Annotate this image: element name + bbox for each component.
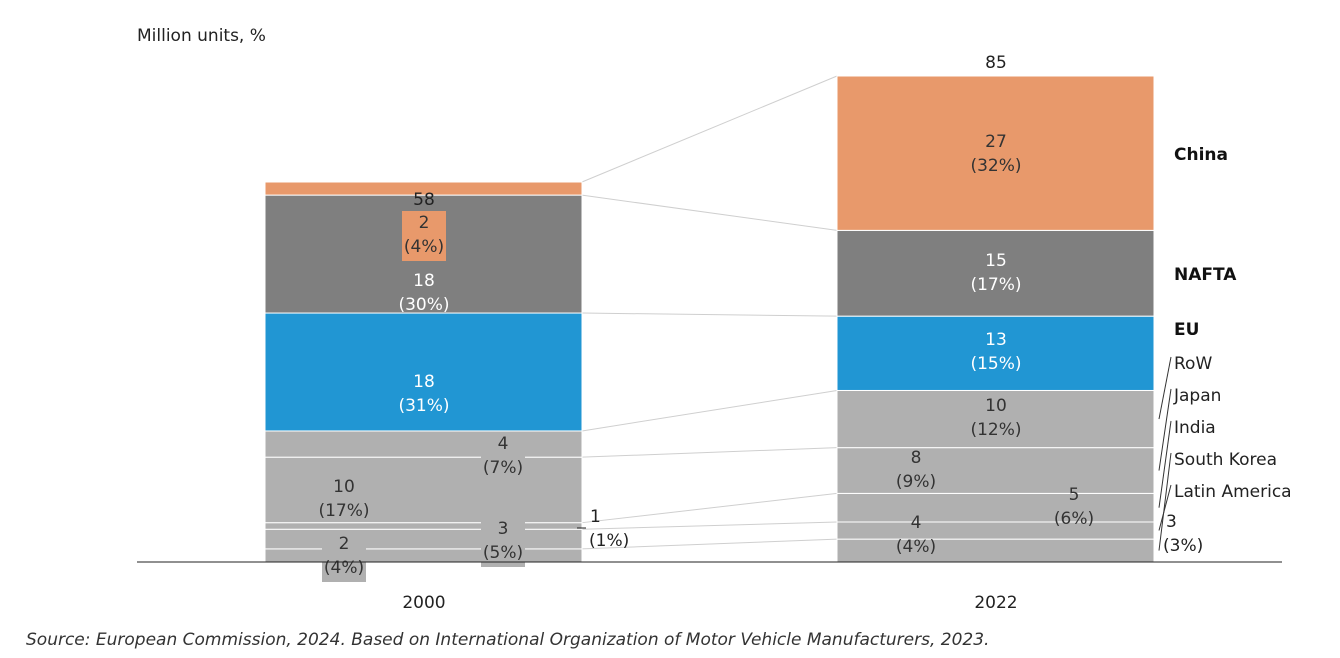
bar-latin-america-2022 [836, 521, 1155, 540]
percent-label-row-2022: (12%) [970, 420, 1021, 440]
connector-eu [581, 312, 838, 317]
percent-label-japan-2000: (17%) [318, 501, 369, 521]
connector-lines [581, 75, 838, 550]
label-box-latin-america-2000 [481, 517, 525, 567]
legend-latin-america: Latin America [1174, 482, 1292, 502]
connector-japan [581, 447, 838, 458]
bar-japan-2022 [836, 447, 1155, 494]
total-label-2022: 85 [985, 53, 1007, 73]
value-label-row-2022: 10 [985, 396, 1007, 416]
value-labels: 2 (4%) 4 (4%) 3 (5%) 3 (3%) 1 (1%) 5 (6%) 10 (17%) 8 (9… [318, 132, 1203, 582]
bar-eu-2022 [836, 315, 1155, 391]
x-tick-label-2022: 2022 [974, 593, 1017, 613]
bar-china-2000 [264, 181, 583, 196]
unit-label: Million units, % [137, 26, 266, 46]
label-box-china-2000 [402, 211, 446, 261]
bar-eu-2000 [264, 312, 583, 432]
value-label-india-2000: 1 [590, 507, 601, 527]
percent-label-india-2000: (1%) [589, 531, 629, 551]
percent-label-china-2000: (4%) [404, 237, 444, 257]
x-tick-label-2000: 2000 [402, 593, 445, 613]
bar-latin-america-2000 [264, 528, 583, 550]
bar-south-korea-2000 [264, 548, 583, 563]
percent-label-china-2022: (32%) [970, 156, 1021, 176]
legend-leader-india [1158, 420, 1172, 508]
value-label-south-korea-2000: 2 [339, 534, 350, 554]
legend-china: China [1174, 145, 1228, 165]
region-legend: South Korea Latin America India Japan RoW EU N… [1158, 145, 1292, 551]
label-box-row-2000 [481, 432, 525, 482]
connector-nafta [581, 194, 838, 231]
bar-china-2022 [836, 75, 1155, 231]
value-label-china-2000: 2 [419, 213, 430, 233]
connector-india [581, 492, 838, 524]
value-label-eu-2000: 18 [413, 372, 435, 392]
legend-leader-row [1158, 356, 1172, 420]
percent-label-nafta-2000: (30%) [398, 295, 449, 315]
value-label-nafta-2000: 18 [413, 271, 435, 291]
connector-row [581, 389, 838, 432]
percent-label-latin-america-2022: (3%) [1163, 536, 1203, 556]
legend-india: India [1174, 418, 1216, 438]
value-label-latin-america-2000: 3 [498, 519, 509, 539]
percent-label-row-2000: (7%) [483, 458, 523, 478]
percent-label-nafta-2022: (17%) [970, 275, 1021, 295]
value-label-japan-2000: 10 [333, 477, 355, 497]
bars [264, 75, 1155, 563]
bar-south-korea-2022 [836, 538, 1155, 563]
connector-china [581, 75, 838, 183]
value-label-india-2022: 5 [1069, 485, 1080, 505]
value-label-nafta-2022: 15 [985, 251, 1007, 271]
percent-label-south-korea-2000: (4%) [324, 558, 364, 578]
stacked-bar-chart: Million units, % 2 (4%) 4 (4%) 3 (5%) 3 (3%) 1 (1… [137, 26, 1292, 613]
legend-leader-south-korea [1158, 452, 1172, 551]
value-label-eu-2022: 13 [985, 330, 1007, 350]
percent-label-japan-2022: (9%) [896, 472, 936, 492]
total-label-2000: 58 [413, 190, 435, 210]
connector-south-korea [581, 538, 838, 550]
value-label-south-korea-2022: 4 [911, 513, 922, 533]
source-note: Source: European Commission, 2024. Based… [26, 630, 990, 650]
label-box-south-korea-2000 [322, 532, 366, 582]
percent-label-eu-2000: (31%) [398, 396, 449, 416]
value-label-china-2022: 27 [985, 132, 1007, 152]
connector-latin-america [581, 521, 838, 530]
legend-japan: Japan [1173, 386, 1221, 406]
legend-eu: EU [1174, 320, 1199, 340]
percent-label-south-korea-2022: (4%) [896, 537, 936, 557]
legend-leader-latin-america [1158, 484, 1172, 531]
value-label-latin-america-2022: 3 [1166, 512, 1177, 532]
bar-row-2000 [264, 430, 583, 458]
legend-leader-japan [1158, 388, 1172, 471]
legend-south-korea: South Korea [1174, 450, 1277, 470]
percent-label-india-2022: (6%) [1054, 509, 1094, 529]
legend-row: RoW [1174, 354, 1212, 374]
bar-india-2022 [836, 492, 1155, 523]
bar-nafta-2022 [836, 229, 1155, 317]
percent-label-eu-2022: (15%) [970, 354, 1021, 374]
bar-japan-2000 [264, 456, 583, 524]
value-label-row-2000: 4 [498, 434, 509, 454]
bar-row-2022 [836, 389, 1155, 449]
percent-label-latin-america-2000: (5%) [483, 543, 523, 563]
legend-nafta: NAFTA [1174, 265, 1237, 285]
bar-india-2000 [264, 522, 583, 530]
value-label-japan-2022: 8 [911, 448, 922, 468]
